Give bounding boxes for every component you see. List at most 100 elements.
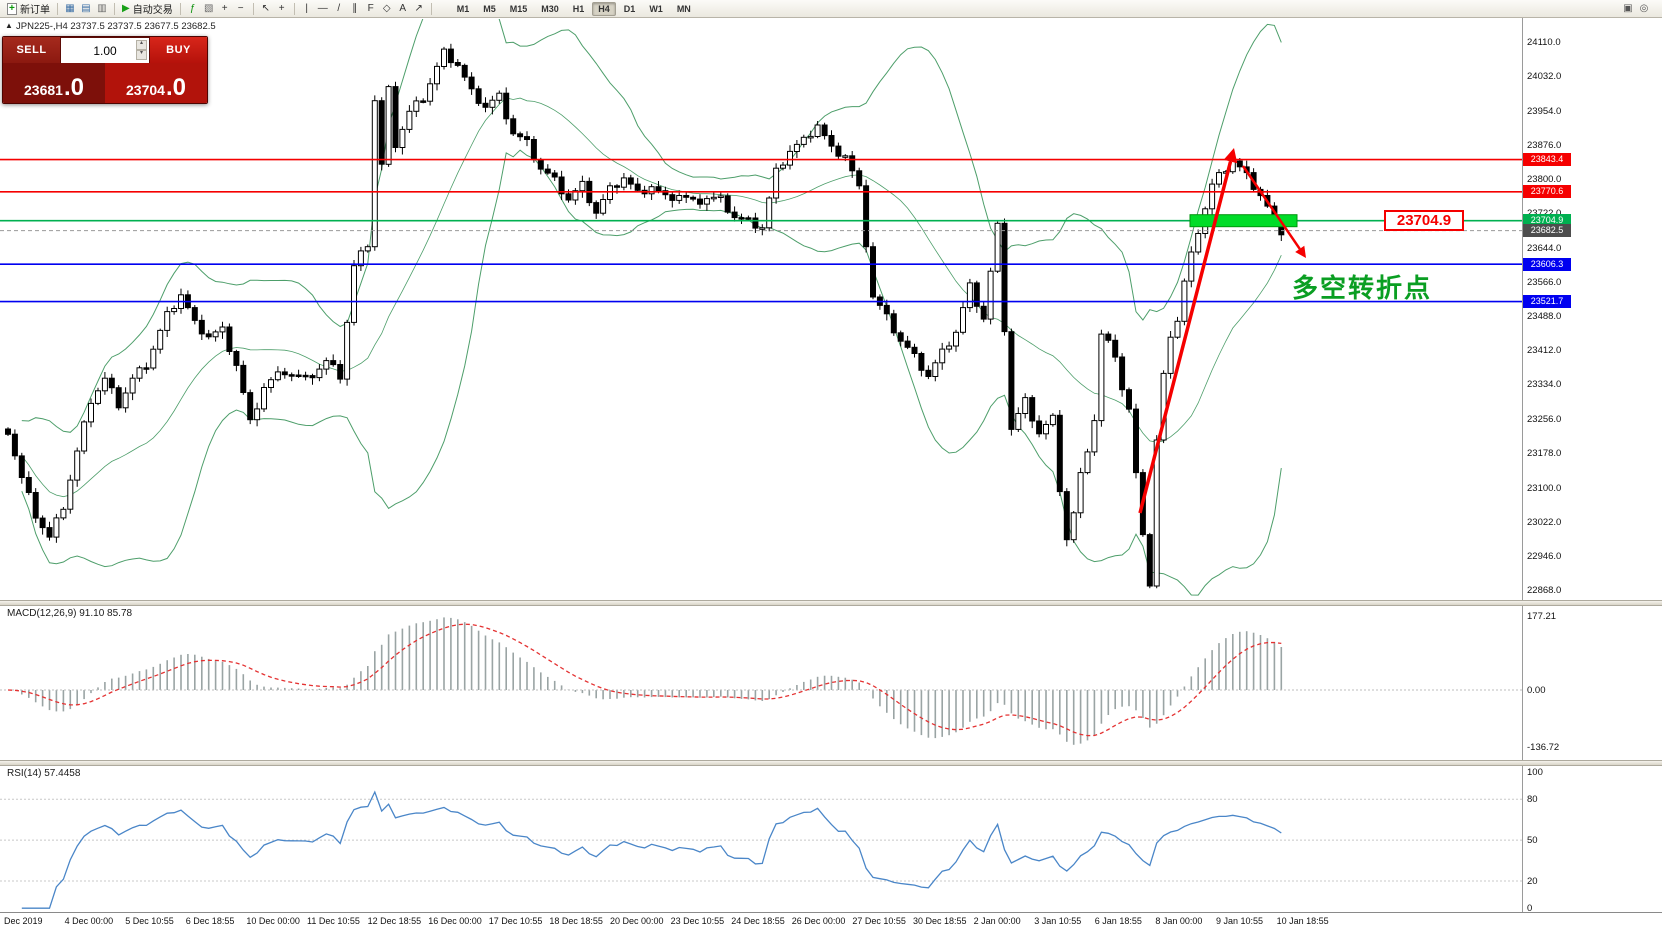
timeframe-M15[interactable]: M15 [509,3,528,14]
text-icon: A [399,2,407,14]
time-axis-label: 5 Dec 10:55 [125,916,174,926]
new-order-button[interactable]: 新订单 [4,1,53,16]
time-axis-label: 16 Dec 00:00 [428,916,482,926]
autotrading-play-icon: ▶ [122,2,130,14]
time-axis-label: 8 Jan 00:00 [1155,916,1203,926]
macd-indicator-label: MACD(12,26,9) 91.10 85.78 [5,608,135,619]
time-axis-label: 10 Jan 18:55 [1276,916,1329,926]
price-axis-tick: 23256.0 [1527,413,1562,425]
text-icon[interactable]: A [395,1,411,16]
price-callout-label[interactable]: 23704.9 [1384,210,1464,231]
time-axis-label: 10 Dec 00:00 [246,916,300,926]
price-axis-border [1522,18,1523,912]
time-axis-label: 20 Dec 00:00 [610,916,664,926]
sell-price[interactable]: 23681.0 [3,63,105,103]
equidistant-channel-icon: ∥ [352,2,358,14]
cursor-icon[interactable]: ↖ [258,1,274,16]
buy-price-pips: .0 [165,74,186,101]
equidistant-channel-icon[interactable]: ∥ [347,1,363,16]
arrow-tools-icon[interactable]: ↗ [411,1,427,16]
chart-annotation-text: 多空转折点 [1292,273,1433,303]
time-axis-label: 6 Dec 18:55 [185,916,235,926]
time-axis-label: 24 Dec 18:55 [731,916,785,926]
price-line-label: 23682.5 [1523,224,1571,238]
timeframe-H1[interactable]: H1 [572,3,585,14]
new-chart-icon: ▧ [203,2,214,14]
macd-axis-label: -136.72 [1527,742,1560,754]
time-axis-label: 23 Dec 10:55 [670,916,725,926]
time-axis [0,912,1662,913]
profiles-icon[interactable]: ▥ [94,1,110,16]
buy-price[interactable]: 23704.0 [105,63,207,103]
zoom-in-icon[interactable]: + [217,1,233,16]
price-axis-tick: 24110.0 [1527,37,1561,48]
chart-shift-icon[interactable]: ▣ [1620,1,1636,16]
new-order-button-label: 新订单 [20,5,50,16]
sell-price-pips: .0 [63,74,84,101]
sell-price-main: 23681 [24,82,63,98]
collapse-triangle-icon[interactable]: ▲ [5,21,13,30]
time-axis-label: 4 Dec 00:00 [64,916,114,926]
toolbar-separator [293,2,295,15]
time-axis-label: 12 Dec 18:55 [367,916,422,926]
new-chart-icon[interactable]: ▧ [201,1,217,16]
rsi-axis-label: 80 [1527,794,1538,806]
toolbar-separator [114,2,115,15]
indicators-icon[interactable]: ƒ [185,1,201,16]
rsi-indicator-label: RSI(14) 57.4458 [5,768,83,779]
search-icon[interactable]: ◎ [1636,1,1652,16]
toolbar-separator [430,2,432,15]
new-order-icon [7,2,17,15]
timeframe-MN[interactable]: MN [676,3,691,14]
price-axis-tick: 22946.0 [1527,550,1562,562]
zoom-out-icon[interactable]: − [233,1,249,16]
price-axis-tick: 23178.0 [1527,448,1562,460]
vertical-line-icon[interactable]: | [299,1,315,16]
profiles-icon: ▥ [97,2,107,14]
tile-windows-icon: ▤ [81,2,91,14]
price-axis-tick: 23100.0 [1527,482,1562,494]
tile-windows-icon[interactable]: ▤ [78,1,94,16]
lot-decrease-button[interactable]: ▾ [136,50,147,60]
crosshair-icon[interactable]: + [274,1,290,16]
fibonacci-icon[interactable]: F [363,1,379,16]
timeframe-D1[interactable]: D1 [623,3,636,14]
price-line-label: 23843.4 [1523,153,1571,167]
sell-button[interactable]: SELL [3,37,61,63]
timeframe-M1[interactable]: M1 [456,3,470,14]
timeframe-toolbar: M1 M5 M15 M30 H1 H4 D1 W1 MN [450,1,698,16]
lot-size-field[interactable]: 1.00 ▴ ▾ [61,37,149,63]
lot-size-value: 1.00 [93,43,117,58]
shapes-icon[interactable]: ◇ [379,1,395,16]
price-axis-tick: 23644.0 [1527,242,1562,254]
arrow-tools-icon: ↗ [414,2,423,14]
shapes-icon: ◇ [382,2,391,14]
rsi-axis-label: 100 [1527,767,1543,778]
price-line-label: 23770.6 [1523,185,1571,199]
time-axis-label: 3 Jan 10:55 [1034,916,1082,926]
trendline-icon: / [337,2,341,14]
time-axis-label: 2 Jan 00:00 [973,916,1021,926]
horizontal-line-icon[interactable]: — [315,1,331,16]
timeframe-H4[interactable]: H4 [592,1,616,16]
crosshair-icon: + [278,2,285,14]
chart-window-icon[interactable]: ▦ [62,1,78,16]
time-axis-label: 26 Dec 00:00 [791,916,846,926]
panel-splitter[interactable] [0,760,1662,766]
lot-increase-button[interactable]: ▴ [136,40,147,50]
trade-panel-price-row: 23681.0 23704.0 [3,63,207,103]
price-axis-tick: 23876.0 [1527,140,1562,152]
timeframe-M5[interactable]: M5 [483,3,496,14]
rsi-axis-label: 20 [1527,875,1538,887]
timeframe-W1[interactable]: W1 [649,3,663,14]
panel-splitter[interactable] [0,600,1662,606]
timeframe-M30[interactable]: M30 [541,3,559,14]
autotrading-button[interactable]: ▶ 自动交易 [119,1,176,17]
buy-button[interactable]: BUY [149,37,207,63]
price-axis-tick: 23800.0 [1527,173,1562,185]
trendline-icon[interactable]: / [331,1,347,16]
zoom-in-icon: + [221,2,228,14]
time-axis-label: 9 Jan 10:55 [1216,916,1264,926]
